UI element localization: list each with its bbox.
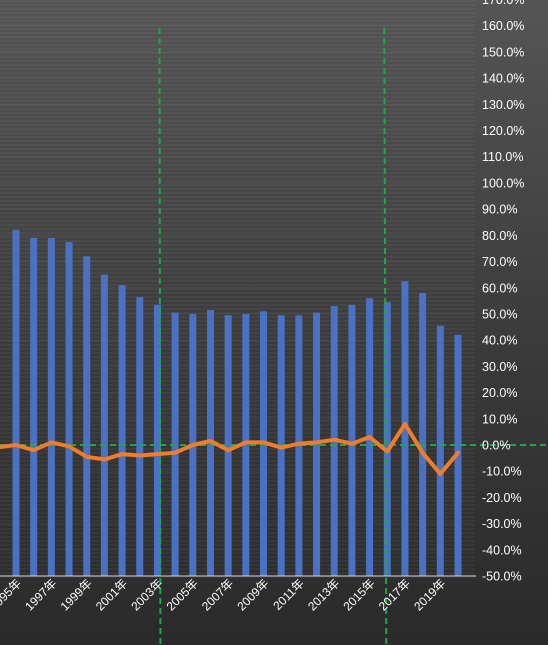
- y-tick-label: -40.0%: [482, 543, 522, 557]
- y-tick-label: 0.0%: [482, 438, 511, 452]
- bar: [383, 302, 391, 576]
- y-tick-label: 100.0%: [482, 176, 524, 190]
- y-tick-label: 120.0%: [482, 124, 524, 138]
- line-series: [0, 422, 460, 476]
- y-tick-label: -30.0%: [482, 517, 522, 531]
- y-tick-label: 30.0%: [482, 360, 517, 374]
- bar: [419, 292, 427, 576]
- bar: [100, 274, 108, 576]
- bar: [136, 296, 144, 576]
- bar: [118, 285, 126, 576]
- y-tick-label: 40.0%: [482, 334, 517, 348]
- gridlines: [0, 25, 474, 577]
- y-tick-label: 110.0%: [482, 150, 523, 164]
- y-tick-label: 10.0%: [482, 412, 517, 426]
- bar: [224, 315, 232, 576]
- bar: [153, 304, 161, 576]
- y-tick-label: -20.0%: [482, 491, 522, 505]
- bar: [83, 256, 91, 576]
- bar: [348, 304, 356, 576]
- bar: [401, 281, 409, 576]
- y-tick-label: 140.0%: [482, 72, 524, 86]
- y-tick-label: -50.0%: [482, 570, 522, 584]
- bar: [436, 325, 444, 576]
- bar: [30, 237, 38, 576]
- y-tick-label: 50.0%: [482, 307, 517, 321]
- y-tick-label: 130.0%: [482, 98, 524, 112]
- y-tick-label: 70.0%: [482, 255, 517, 269]
- reference-line-vertical: [158, 27, 162, 645]
- reference-line-vertical: [383, 27, 388, 645]
- bar: [47, 237, 55, 576]
- bar: [12, 230, 20, 576]
- y-tick-label: 160.0%: [482, 19, 524, 33]
- y-tick-label: 90.0%: [482, 203, 517, 217]
- y-tick-label: 20.0%: [482, 386, 517, 400]
- y-tick-label: -10.0%: [482, 465, 522, 479]
- y-tick-label: 170.0%: [482, 0, 524, 7]
- y-tick-label: 80.0%: [482, 229, 517, 243]
- y-axis-ticks: -50.0% -40.0% -30.0% -20.0% -10.0% 0.0% 10.0% 2…: [482, 0, 524, 584]
- y-tick-label: 150.0%: [482, 45, 524, 59]
- plot-area-texture: [0, 0, 475, 578]
- bar: [65, 241, 73, 577]
- y-tick-label: 60.0%: [482, 281, 517, 295]
